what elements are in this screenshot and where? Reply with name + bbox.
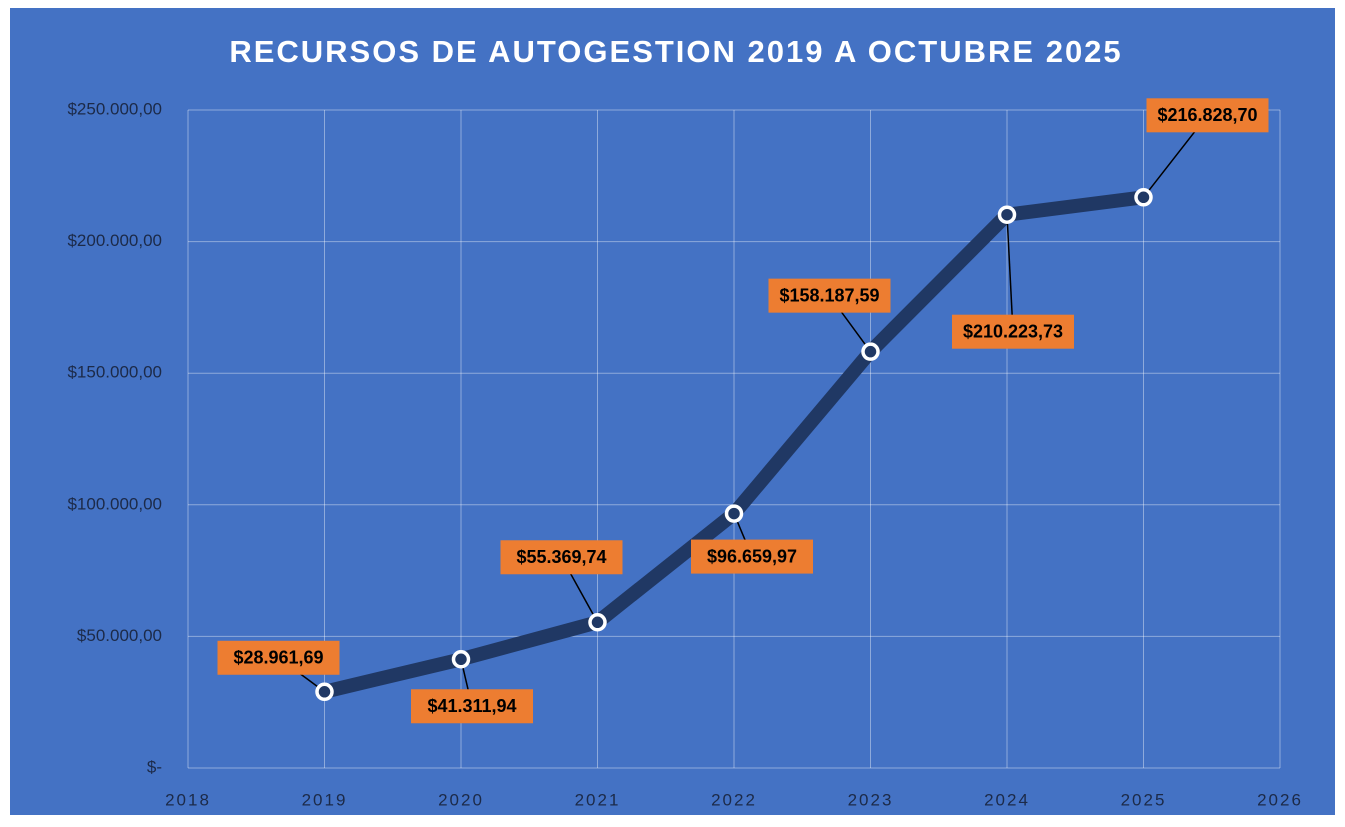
x-tick-label: 2024	[984, 790, 1030, 809]
data-point	[588, 613, 607, 632]
data-label: $28.961,69	[233, 648, 323, 668]
x-tick-label: 2021	[575, 790, 621, 809]
x-tick-label: 2022	[711, 790, 757, 809]
data-label: $216.828,70	[1157, 105, 1257, 125]
data-point	[997, 205, 1017, 224]
data-label: $158.187,59	[779, 285, 879, 305]
x-tick-label: 2026	[1257, 790, 1303, 809]
leader-line	[1006, 214, 1014, 332]
x-tick-label: 2020	[438, 790, 484, 809]
data-point	[315, 682, 334, 702]
data-label: $41.311,94	[427, 696, 516, 716]
data-point	[451, 650, 471, 669]
data-point	[1134, 188, 1153, 207]
y-tick-label: $50.000,00	[77, 626, 162, 645]
data-label-box	[768, 278, 891, 313]
data-point	[861, 342, 880, 361]
data-label-box	[1146, 98, 1269, 133]
data-label-box	[217, 640, 340, 675]
data-label: $55.369,74	[516, 547, 606, 567]
chart-title: RECURSOS DE AUTOGESTION 2019 A OCTUBRE 2…	[229, 34, 1122, 69]
data-label-box	[500, 540, 623, 575]
data-point	[724, 504, 744, 523]
x-tick-label: 2023	[848, 790, 894, 809]
y-tick-label: $200.000,00	[67, 231, 162, 250]
y-tick-label: $-	[147, 757, 162, 776]
x-tick-label: 2018	[165, 790, 211, 809]
y-tick-label: $250.000,00	[67, 99, 162, 118]
y-tick-label: $100.000,00	[67, 494, 162, 513]
chart-background	[10, 8, 1335, 815]
x-tick-label: 2025	[1121, 790, 1167, 809]
data-label-box	[691, 539, 813, 574]
data-label-box	[952, 314, 1074, 349]
data-label-box	[411, 689, 533, 724]
data-label: $210.223,73	[963, 321, 1063, 341]
x-tick-label: 2019	[302, 790, 348, 809]
y-tick-label: $150.000,00	[67, 363, 162, 382]
data-label: $96.659,97	[707, 546, 797, 566]
